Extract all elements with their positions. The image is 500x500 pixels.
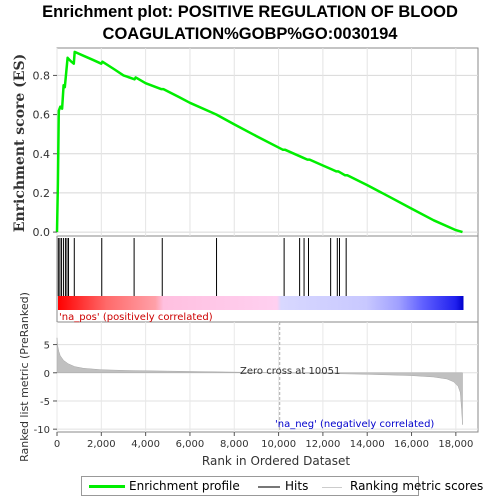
es-tick-label: 0.6 [33, 109, 51, 122]
metric-y-axis-label: Ranked list metric (PreRanked) [18, 292, 31, 462]
metric-tick-label: 0 [44, 369, 50, 380]
metric-axis-ticks: 5 0 -5 -10 [34, 341, 57, 437]
x-tick-label: 16,000 [394, 439, 429, 450]
x-tick-label: 2,000 [87, 439, 116, 450]
x-tick-label: 4,000 [131, 439, 160, 450]
x-tick-label: 10,000 [261, 439, 296, 450]
metric-tick-label: 5 [44, 341, 50, 352]
x-axis-ticks: 0 2,000 4,000 6,000 8,000 10,000 12,000 14,000 1… [54, 432, 474, 450]
x-tick-label: 6,000 [176, 439, 205, 450]
es-tick-label: 0.8 [33, 69, 51, 82]
x-tick-label: 8,000 [220, 439, 249, 450]
es-axis-ticks: 0.0 0.2 0.4 0.6 0.8 [33, 69, 58, 239]
rank-color-bar [58, 296, 463, 310]
metric-tick-label: -5 [40, 397, 50, 408]
es-tick-label: 0.4 [33, 148, 51, 161]
legend-hits-swatch [258, 486, 280, 488]
x-tick-label: 12,000 [305, 439, 340, 450]
legend-metric-label: Ranking metric scores [350, 479, 483, 493]
zero-cross-annotation: Zero cross at 10051 [240, 366, 340, 377]
legend-profile-swatch [89, 485, 125, 488]
x-tick-label: 0 [54, 439, 60, 450]
x-tick-label: 14,000 [350, 439, 385, 450]
legend-hits-label: Hits [285, 479, 308, 493]
x-axis-label: Rank in Ordered Dataset [202, 454, 350, 468]
metric-tick-label: -10 [34, 425, 50, 436]
es-tick-label: 0.2 [33, 187, 51, 200]
legend-profile-label: Enrichment profile [129, 479, 240, 493]
na-neg-annotation: 'na_neg' (negatively correlated) [275, 419, 434, 430]
na-pos-annotation: 'na_pos' (positively correlated) [59, 312, 213, 323]
es-tick-label: 0.0 [33, 226, 51, 239]
metric-panel-frame [57, 322, 478, 432]
legend-metric-swatch [322, 487, 342, 488]
x-tick-label: 18,000 [438, 439, 473, 450]
es-y-axis-label: Enrichment score (ES) [12, 54, 28, 232]
legend: Enrichment profile Hits Ranking metric s… [81, 476, 419, 496]
